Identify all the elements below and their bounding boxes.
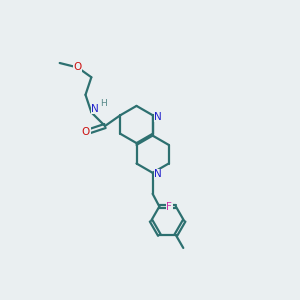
Text: O: O [82, 127, 90, 137]
Text: H: H [100, 99, 107, 108]
Text: N: N [154, 112, 162, 122]
Text: O: O [74, 62, 82, 73]
Text: N: N [154, 169, 162, 179]
Text: N: N [91, 104, 99, 114]
Text: F: F [166, 202, 172, 212]
